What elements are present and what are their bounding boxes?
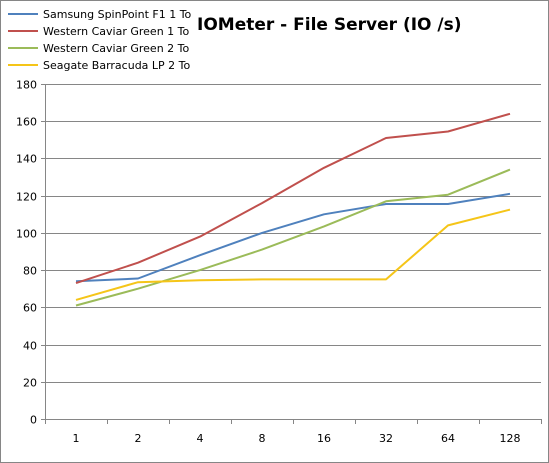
series-line-2 — [75, 112, 511, 285]
x-tick-label: 1 — [73, 432, 80, 445]
legend-label: Samsung SpinPoint F1 1 To — [43, 8, 192, 21]
y-tick-label: 100 — [16, 228, 37, 241]
x-tick-label: 4 — [197, 432, 204, 445]
legend-label: Western Caviar Green 2 To — [43, 42, 190, 55]
x-tick-label: 16 — [317, 432, 331, 445]
y-tick-label: 20 — [23, 377, 37, 390]
y-tick-label: 140 — [16, 153, 37, 166]
series-line-4 — [75, 208, 511, 301]
axes — [41, 84, 542, 424]
y-tick-label: 160 — [16, 116, 37, 129]
tick-labels: 0 20 40 60 80 100 120 140 160 180 1 2 4 8 16 32 64 128 — [16, 79, 521, 446]
legend: Samsung SpinPoint F1 1 To Western Caviar … — [8, 8, 192, 72]
y-tick-label: 180 — [16, 79, 37, 92]
x-tick-label: 128 — [500, 432, 521, 445]
gridlines — [45, 84, 541, 383]
x-tick-label: 64 — [441, 432, 455, 445]
y-tick-label: 80 — [23, 265, 37, 278]
y-tick-label: 120 — [16, 191, 37, 204]
chart-title: IOMeter - File Server (IO /s) — [197, 15, 462, 35]
x-tick-label: 2 — [135, 432, 142, 445]
legend-label: Seagate Barracuda LP 2 To — [43, 59, 191, 72]
series-lines — [75, 112, 511, 307]
legend-label: Western Caviar Green 1 To — [43, 25, 190, 38]
series-line-3 — [75, 168, 511, 307]
x-tick-label: 32 — [379, 432, 393, 445]
x-tick-label: 8 — [259, 432, 266, 445]
y-tick-label: 60 — [23, 302, 37, 315]
series-line-1 — [75, 192, 511, 283]
y-tick-label: 0 — [30, 414, 37, 427]
y-tick-label: 40 — [23, 340, 37, 353]
